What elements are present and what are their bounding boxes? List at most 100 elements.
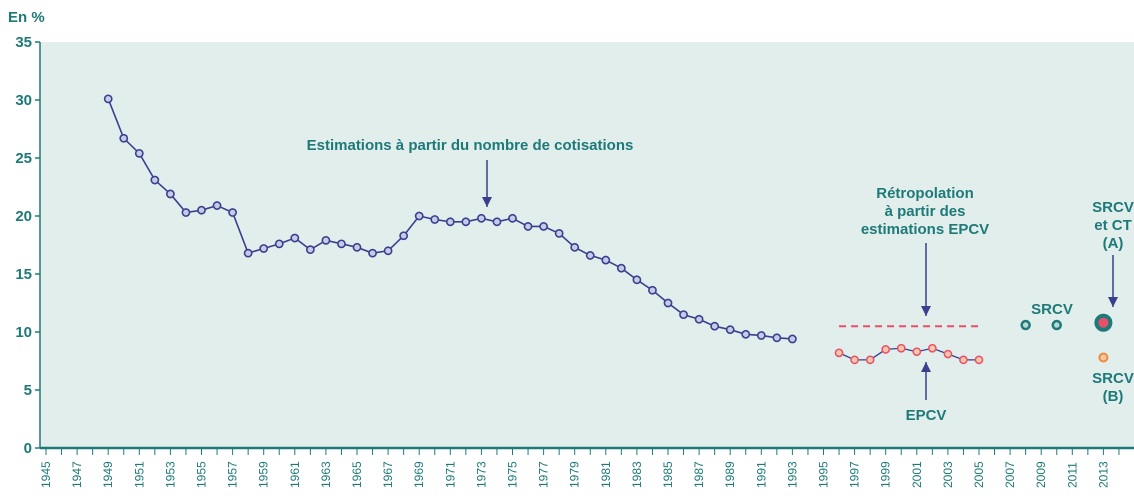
y-axis: 0 5 10 15 20 25 30 35 [15,34,41,457]
x-tick-label: 2001 [910,461,924,488]
x-tick-label: 1993 [785,461,799,488]
x-tick-label: 1963 [319,461,333,488]
series-main-point [461,217,471,227]
x-tick-label: 1987 [692,461,706,488]
series-main-point [337,239,346,249]
series-main-point [601,255,611,265]
x-tick-label: 1945 [39,461,53,488]
series-main-point [274,239,284,249]
y-tick-label: 25 [15,150,32,167]
x-tick-label: 1985 [661,461,675,488]
series-main-point [212,201,222,210]
x-tick-label: 1997 [848,461,862,488]
x-tick-label: 1957 [226,461,240,488]
annotation-srcv-ct-line-3: (A) [1103,235,1124,252]
series-main-point [321,235,331,245]
series-main-point [181,208,191,217]
plot-background [40,42,1134,448]
series-epcv-point [834,348,844,358]
x-tick-label: 1951 [132,461,146,488]
series-epcv-point [912,347,922,357]
arrow-main-head [482,197,492,207]
x-tick-label: 1961 [288,461,302,488]
series-epcv-point [865,355,875,365]
x-tick-label: 2013 [1096,461,1110,488]
y-tick-label: 30 [15,92,32,109]
x-tick-label: 1995 [817,461,831,488]
series-main-point [119,133,129,143]
annotation-srcv-ct-line-2: et CT [1094,217,1132,234]
arrows-layer [482,160,1118,400]
x-tick-label: 1965 [350,461,364,488]
x-tick-label: 1983 [630,461,644,488]
x-tick-label: 1955 [195,461,209,488]
series-epcv-point [881,345,891,354]
series-main-point [228,208,237,217]
x-tick-label: 2003 [941,461,955,488]
series-main-point [663,298,673,308]
series-epcv-point [959,355,968,365]
annotation-retro-line-2: à partir des [885,203,966,220]
series-epcv-point [943,349,953,359]
annotation-main: Estimations à partir du nombre de cotisa… [307,137,634,154]
y-tick-label: 5 [24,382,32,399]
series-main-point [445,217,455,227]
annotation-srcv-b-line-1: SRCV [1092,370,1134,387]
series-main-point [414,211,424,221]
series-main-point [725,325,735,335]
annotation-srcv-ct-line-1: SRCV [1092,199,1134,216]
arrow-srcv-ct-head [1108,297,1118,307]
series-epcv-point [928,343,937,353]
annotation-epcv: EPCV [906,407,947,424]
series-layer [103,94,1113,365]
series-main-point [476,213,486,223]
series-main-point [150,175,160,185]
y-tick-label: 35 [15,34,32,51]
series-main-point [165,189,175,199]
series-epcv-point [974,355,984,365]
series-main-point [508,213,517,223]
x-tick-label: 1977 [537,461,551,488]
srcv-b-point [1098,352,1109,363]
x-tick-label: 1949 [101,461,115,488]
y-tick-label: 15 [15,266,32,283]
x-tick-label: 1967 [381,461,395,488]
series-main-point [741,329,751,339]
series-epcv-line [838,347,979,361]
series-main-point [788,334,797,344]
series-epcv-point [850,355,859,365]
series-main-point [570,242,580,252]
series-main-point [383,246,393,256]
series-main-point [554,228,564,238]
series-main-point [539,222,548,231]
x-tick-label: 1975 [506,461,520,488]
annotations-layer: Estimations à partir du nombre de cotisa… [307,137,1134,424]
x-tick-label: 2005 [972,461,986,488]
series-main-point [243,248,253,258]
y-tick-label: 20 [15,208,32,225]
series-main-point [368,248,377,258]
x-tick-label: 1947 [70,461,84,488]
series-main-point [648,285,657,295]
series-main-point [305,245,315,255]
series-epcv-point [896,343,906,353]
x-tick-label: 1979 [568,461,582,488]
series-main-point [134,148,144,158]
series-main-point [710,321,720,331]
y-tick-label: 0 [24,440,32,457]
x-tick-label: 1989 [723,461,737,488]
series-main-point [399,231,409,241]
series-main-point [585,251,595,260]
series-main-point [756,331,766,340]
annotation-retro-line-1: Rétropolation [876,185,974,202]
x-tick-label: 1971 [443,461,457,488]
series-main-point [492,217,502,227]
x-tick-label: 1991 [754,461,768,488]
x-tick-label: 1973 [474,461,488,488]
series-main-point [616,263,626,273]
x-tick-label: 1953 [163,461,177,488]
x-tick-label: 2011 [1065,462,1079,488]
arrow-epcv-head [921,362,931,372]
y-tick-label: 10 [15,324,32,341]
